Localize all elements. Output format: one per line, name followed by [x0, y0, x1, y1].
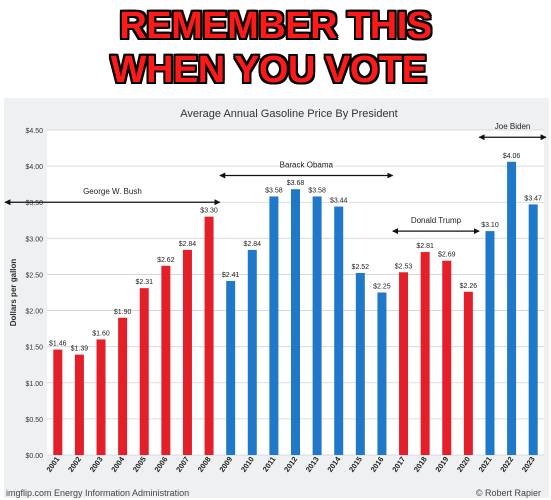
chart-title: Average Annual Gasoline Price By Preside… [180, 108, 397, 120]
data-label: $1.46 [49, 341, 67, 348]
data-label: $4.06 [503, 153, 521, 160]
x-tick-label: 2004 [109, 454, 126, 474]
bar-2007 [182, 249, 192, 455]
president-label: Barack Obama [280, 161, 334, 170]
data-label: $2.26 [460, 283, 478, 290]
data-label: $2.25 [373, 284, 391, 291]
data-label: $2.84 [179, 241, 197, 248]
data-label: $3.47 [524, 195, 542, 202]
data-label: $2.69 [438, 252, 456, 259]
y-tick-label: $0.50 [25, 417, 43, 424]
bar-2002 [74, 354, 84, 455]
x-tick-label: 2003 [88, 455, 105, 474]
president-label: Joe Biden [495, 122, 531, 131]
x-tick-label: 2019 [433, 455, 450, 474]
x-tick-label: 2018 [412, 455, 429, 474]
data-label: $2.31 [135, 279, 153, 286]
bar-2001 [53, 349, 63, 455]
x-tick-label: 2013 [304, 455, 321, 474]
data-label: $2.62 [157, 257, 175, 264]
data-label: $1.60 [92, 330, 110, 337]
x-tick-label: 2020 [455, 455, 472, 474]
president-label: George W. Bush [83, 187, 142, 196]
x-tick-label: 2001 [44, 455, 61, 474]
caption-line-2: WHEN YOU VOTE [110, 49, 427, 91]
bar-2012 [291, 189, 300, 455]
y-axis-label: Dollars per gallon [9, 259, 18, 327]
data-label: $2.41 [222, 272, 240, 279]
y-tick-label: $0.00 [25, 453, 43, 460]
y-tick-label: $1.50 [25, 345, 43, 352]
x-tick-label: 2022 [498, 455, 515, 474]
bar-2023 [528, 204, 538, 455]
bar-2019 [442, 260, 452, 455]
bar-2021 [485, 231, 495, 455]
x-tick-label: 2011 [261, 455, 278, 473]
data-label: $2.52 [352, 264, 370, 271]
bar-2010 [247, 249, 257, 455]
x-tick-label: 2010 [239, 455, 256, 474]
data-label: $3.58 [308, 187, 326, 194]
bar-2005 [139, 288, 149, 455]
data-label: $1.39 [71, 346, 89, 353]
gas-price-chart: Average Annual Gasoline Price By Preside… [4, 108, 547, 474]
y-tick-label: $3.00 [25, 236, 43, 243]
y-tick-label: $2.00 [25, 309, 43, 316]
meme-caption: REMEMBER THIS WHEN YOU VOTE [0, 0, 551, 98]
x-tick-label: 2015 [347, 455, 364, 474]
x-tick-label: 2007 [174, 455, 191, 474]
y-tick-label: $3.50 [25, 200, 43, 207]
bar-2008 [204, 216, 214, 455]
bar-2009 [226, 280, 236, 455]
data-label: $2.81 [416, 243, 434, 250]
chart-panel: Average Annual Gasoline Price By Preside… [4, 98, 549, 498]
x-tick-label: 2023 [520, 455, 537, 474]
bar-2006 [161, 265, 171, 455]
bar-2022 [507, 161, 517, 455]
data-label: $3.58 [265, 187, 283, 194]
caption-line-1: REMEMBER THIS [119, 5, 432, 47]
bar-2016 [377, 292, 387, 455]
bar-2014 [334, 206, 344, 455]
x-tick-label: 2017 [390, 455, 407, 474]
president-label: Donald Trump [411, 216, 462, 225]
credit-footer: © Robert Rapier [475, 488, 541, 498]
x-tick-label: 2006 [153, 455, 170, 474]
data-label: $3.10 [481, 222, 499, 229]
bar-2020 [463, 291, 473, 455]
x-tick-label: 2016 [369, 455, 386, 474]
source-footer: imgflip.com Energy Information Administr… [6, 488, 190, 498]
data-label: $3.44 [330, 198, 348, 205]
y-tick-label: $1.00 [25, 381, 43, 388]
bar-2015 [355, 273, 365, 455]
bar-2013 [312, 196, 322, 455]
x-tick-label: 2014 [325, 454, 342, 474]
x-tick-label: 2021 [477, 455, 494, 474]
bar-2004 [118, 317, 128, 455]
y-tick-label: $4.50 [25, 128, 43, 135]
bar-2011 [269, 196, 279, 455]
data-label: $2.53 [395, 263, 413, 270]
data-label: $2.84 [244, 241, 262, 248]
bar-2017 [399, 272, 409, 455]
data-label: $3.68 [287, 180, 305, 187]
x-tick-label: 2002 [66, 455, 83, 474]
x-tick-label: 2008 [196, 455, 213, 474]
y-tick-label: $2.50 [25, 272, 43, 279]
x-tick-label: 2005 [131, 455, 148, 474]
x-tick-label: 2012 [282, 455, 299, 474]
data-label: $3.30 [200, 208, 218, 215]
data-label: $1.90 [114, 309, 132, 316]
x-tick-label: 2009 [217, 455, 234, 474]
bar-2003 [96, 339, 106, 455]
bar-2018 [420, 252, 430, 455]
y-tick-label: $4.00 [25, 164, 43, 171]
